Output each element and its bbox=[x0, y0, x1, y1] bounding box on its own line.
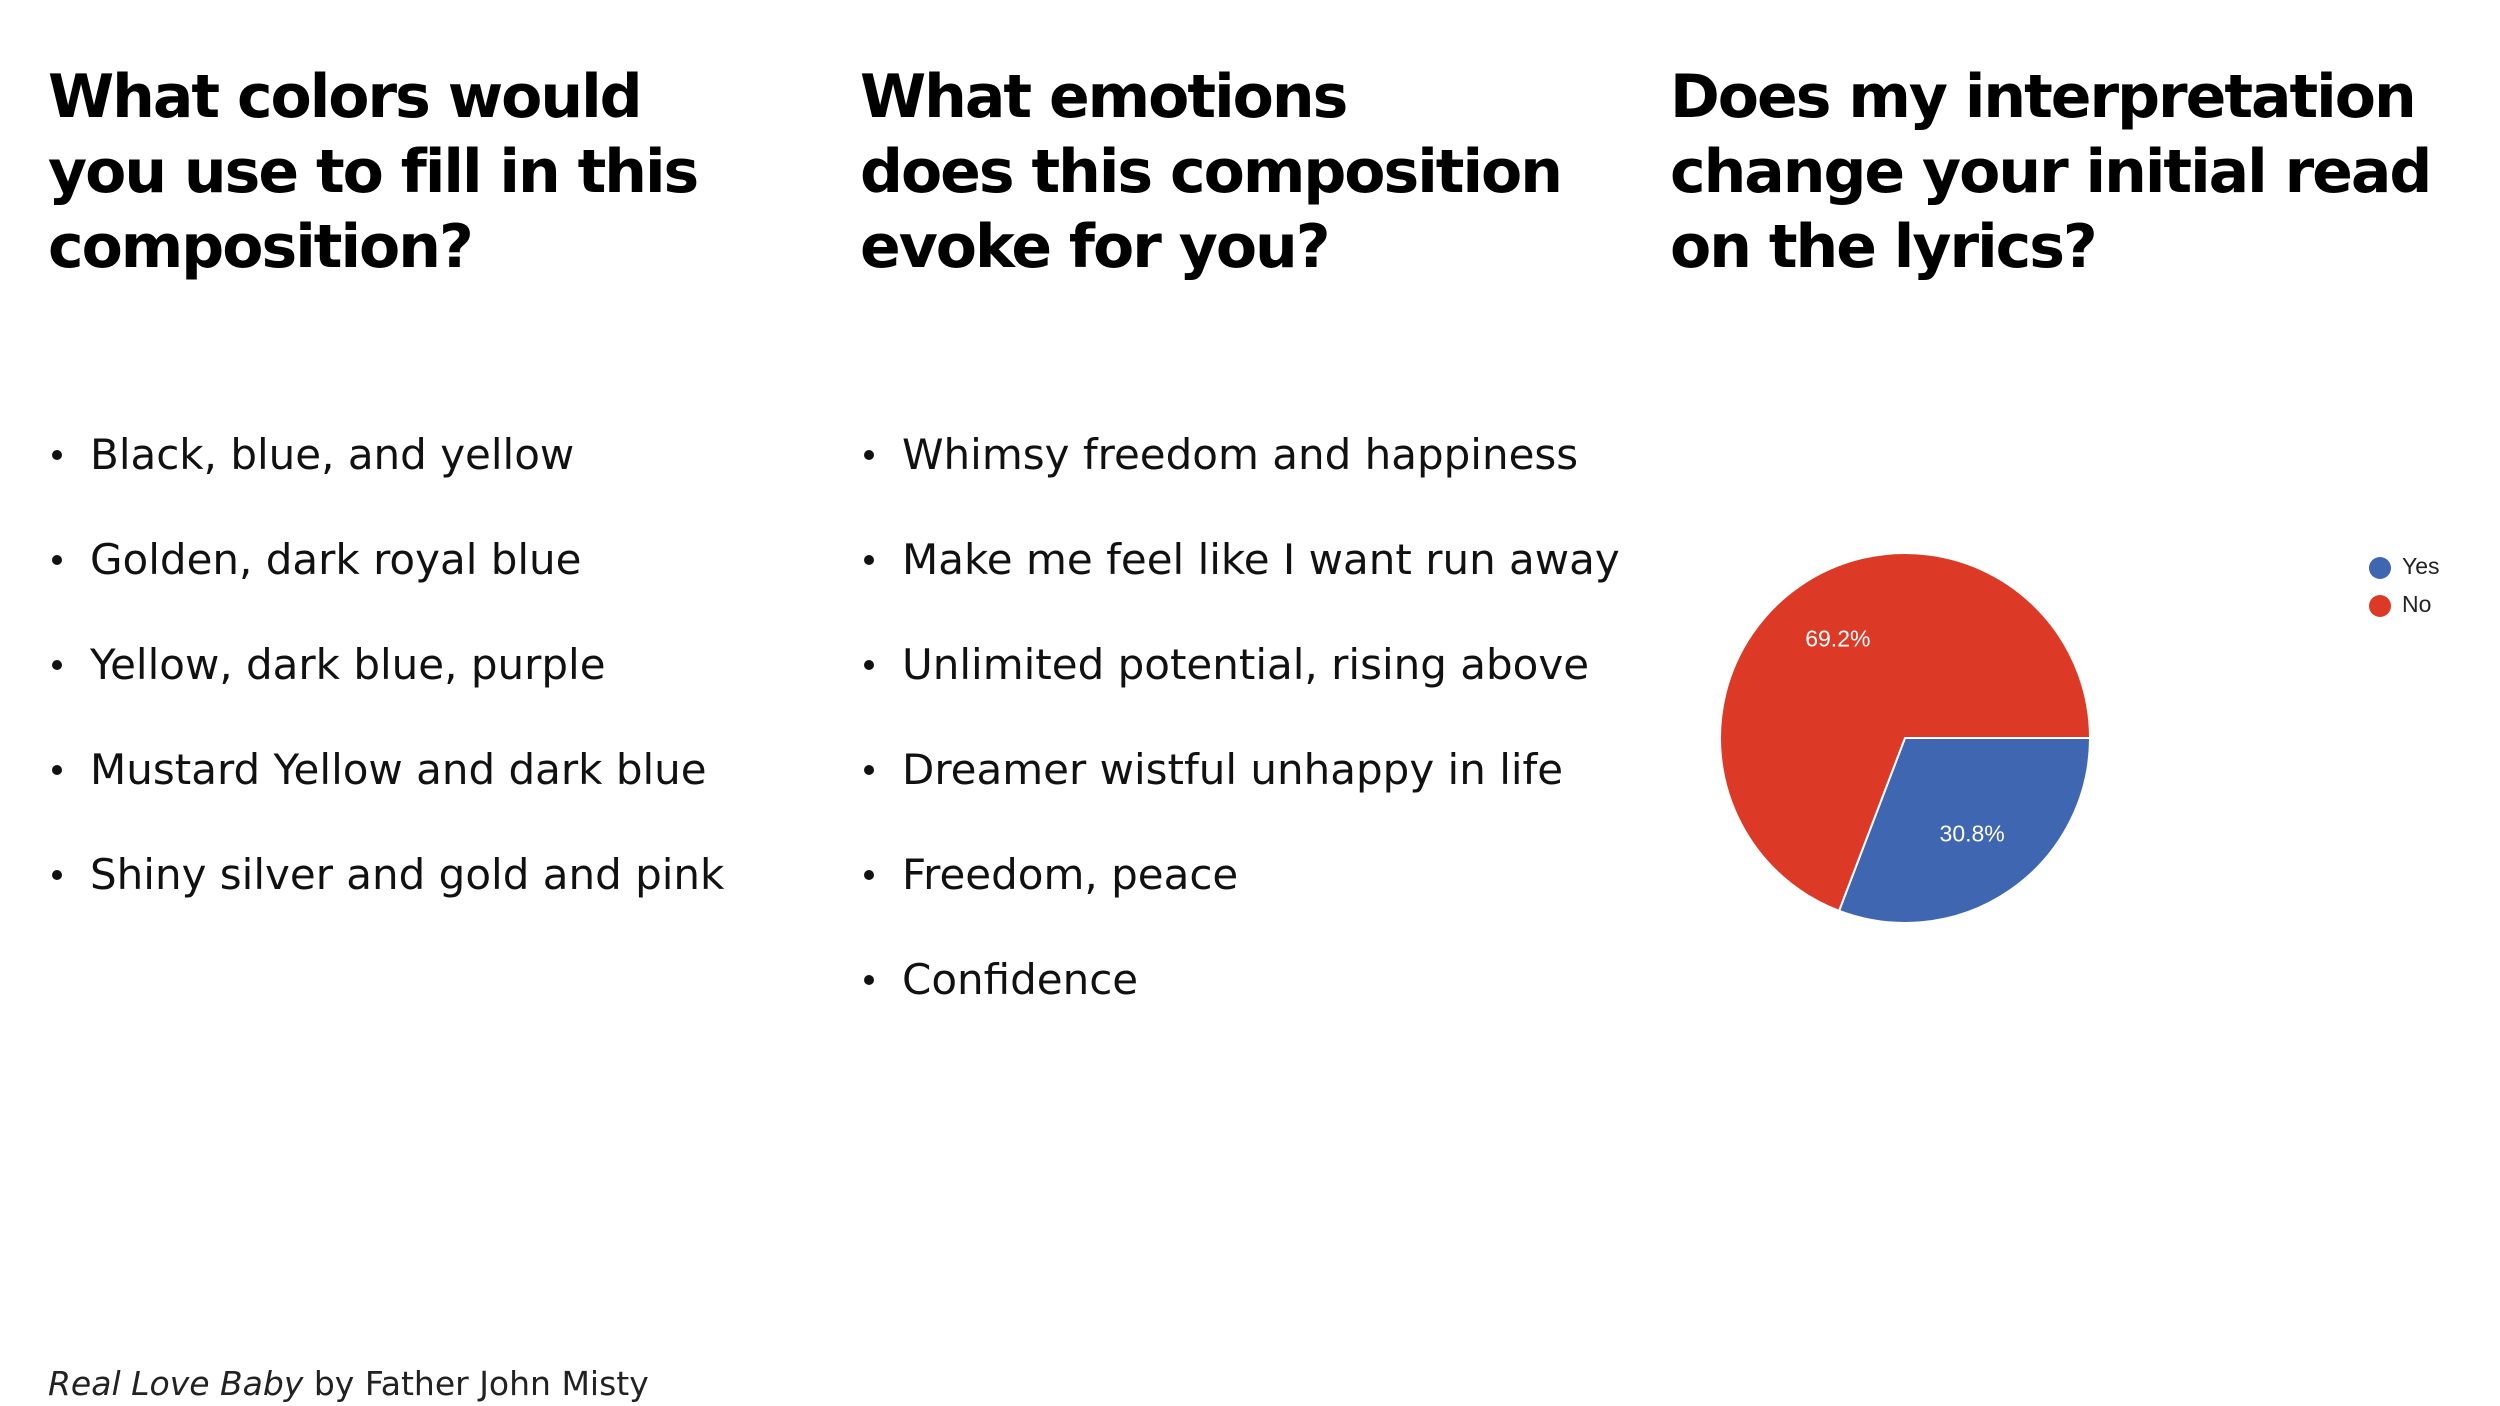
bullet-icon bbox=[864, 870, 874, 880]
list-item: Make me feel like I want run away bbox=[860, 535, 1620, 640]
song-artist: by Father John Misty bbox=[303, 1364, 649, 1403]
bullet-icon bbox=[864, 660, 874, 670]
bullet-icon bbox=[864, 555, 874, 565]
song-credit: Real Love Baby by Father John Misty bbox=[48, 1364, 649, 1404]
legend-label-no: No bbox=[2402, 591, 2431, 617]
pie-slice-no bbox=[1719, 552, 2092, 913]
pie-slice-yes bbox=[1837, 737, 2092, 924]
list-item-text: Shiny silver and gold and pink bbox=[90, 850, 725, 899]
bullet-icon bbox=[52, 555, 62, 565]
list-item: Black, blue, and yellow bbox=[48, 430, 724, 535]
pie-chart: 30.8% 69.2% Yes No bbox=[1719, 552, 2440, 924]
list-item: Dreamer wistful unhappy in life bbox=[860, 745, 1620, 850]
bullet-icon bbox=[52, 660, 62, 670]
list-item: Confidence bbox=[860, 955, 1620, 1060]
legend-marker-no bbox=[2369, 595, 2391, 617]
pie-slice-label-no: 69.2% bbox=[1805, 626, 1870, 652]
list-item-text: Whimsy freedom and happiness bbox=[902, 430, 1579, 479]
list-item-text: Mustard Yellow and dark blue bbox=[90, 745, 707, 794]
heading-interpretation-question: Does my interpretation change your initi… bbox=[1670, 62, 2432, 282]
list-item-text: Golden, dark royal blue bbox=[90, 535, 582, 584]
bullet-icon bbox=[52, 765, 62, 775]
pie-chart-container: 30.8% 69.2% Yes No bbox=[1670, 420, 2470, 980]
list-item: Freedom, peace bbox=[860, 850, 1620, 955]
legend-label-yes: Yes bbox=[2402, 553, 2440, 579]
list-item: Unlimited potential, rising above bbox=[860, 640, 1620, 745]
list-item-text: Yellow, dark blue, purple bbox=[90, 640, 606, 689]
column-emotions: What emotions does this composition evok… bbox=[860, 60, 1620, 1004]
emotions-answer-list: Whimsy freedom and happiness Make me fee… bbox=[860, 430, 1620, 1060]
list-item: Yellow, dark blue, purple bbox=[48, 640, 724, 745]
bullet-icon bbox=[864, 765, 874, 775]
list-item: Golden, dark royal blue bbox=[48, 535, 724, 640]
list-item: Shiny silver and gold and pink bbox=[48, 850, 724, 955]
list-item: Whimsy freedom and happiness bbox=[860, 430, 1620, 535]
list-item-text: Unlimited potential, rising above bbox=[902, 640, 1590, 689]
list-item-text: Dreamer wistful unhappy in life bbox=[902, 745, 1564, 794]
bullet-icon bbox=[864, 450, 874, 460]
legend-marker-yes bbox=[2369, 557, 2391, 579]
list-item-text: Freedom, peace bbox=[902, 850, 1239, 899]
bullet-icon bbox=[52, 870, 62, 880]
list-item-text: Make me feel like I want run away bbox=[902, 535, 1620, 584]
bullet-icon bbox=[52, 450, 62, 460]
colors-answer-list: Black, blue, and yellow Golden, dark roy… bbox=[48, 430, 724, 955]
song-title: Real Love Baby bbox=[48, 1364, 304, 1403]
column-interpretation: Does my interpretation change your initi… bbox=[1670, 60, 2470, 285]
heading-emotions-question: What emotions does this composition evok… bbox=[860, 62, 1563, 282]
heading-colors-question: What colors would you use to fill in thi… bbox=[48, 62, 699, 282]
list-item: Mustard Yellow and dark blue bbox=[48, 745, 724, 850]
bullet-icon bbox=[864, 975, 874, 985]
list-item-text: Black, blue, and yellow bbox=[90, 430, 575, 479]
list-item-text: Confidence bbox=[902, 955, 1139, 1004]
pie-slice-label-yes: 30.8% bbox=[1940, 821, 2005, 847]
column-colors: What colors would you use to fill in thi… bbox=[48, 60, 808, 899]
